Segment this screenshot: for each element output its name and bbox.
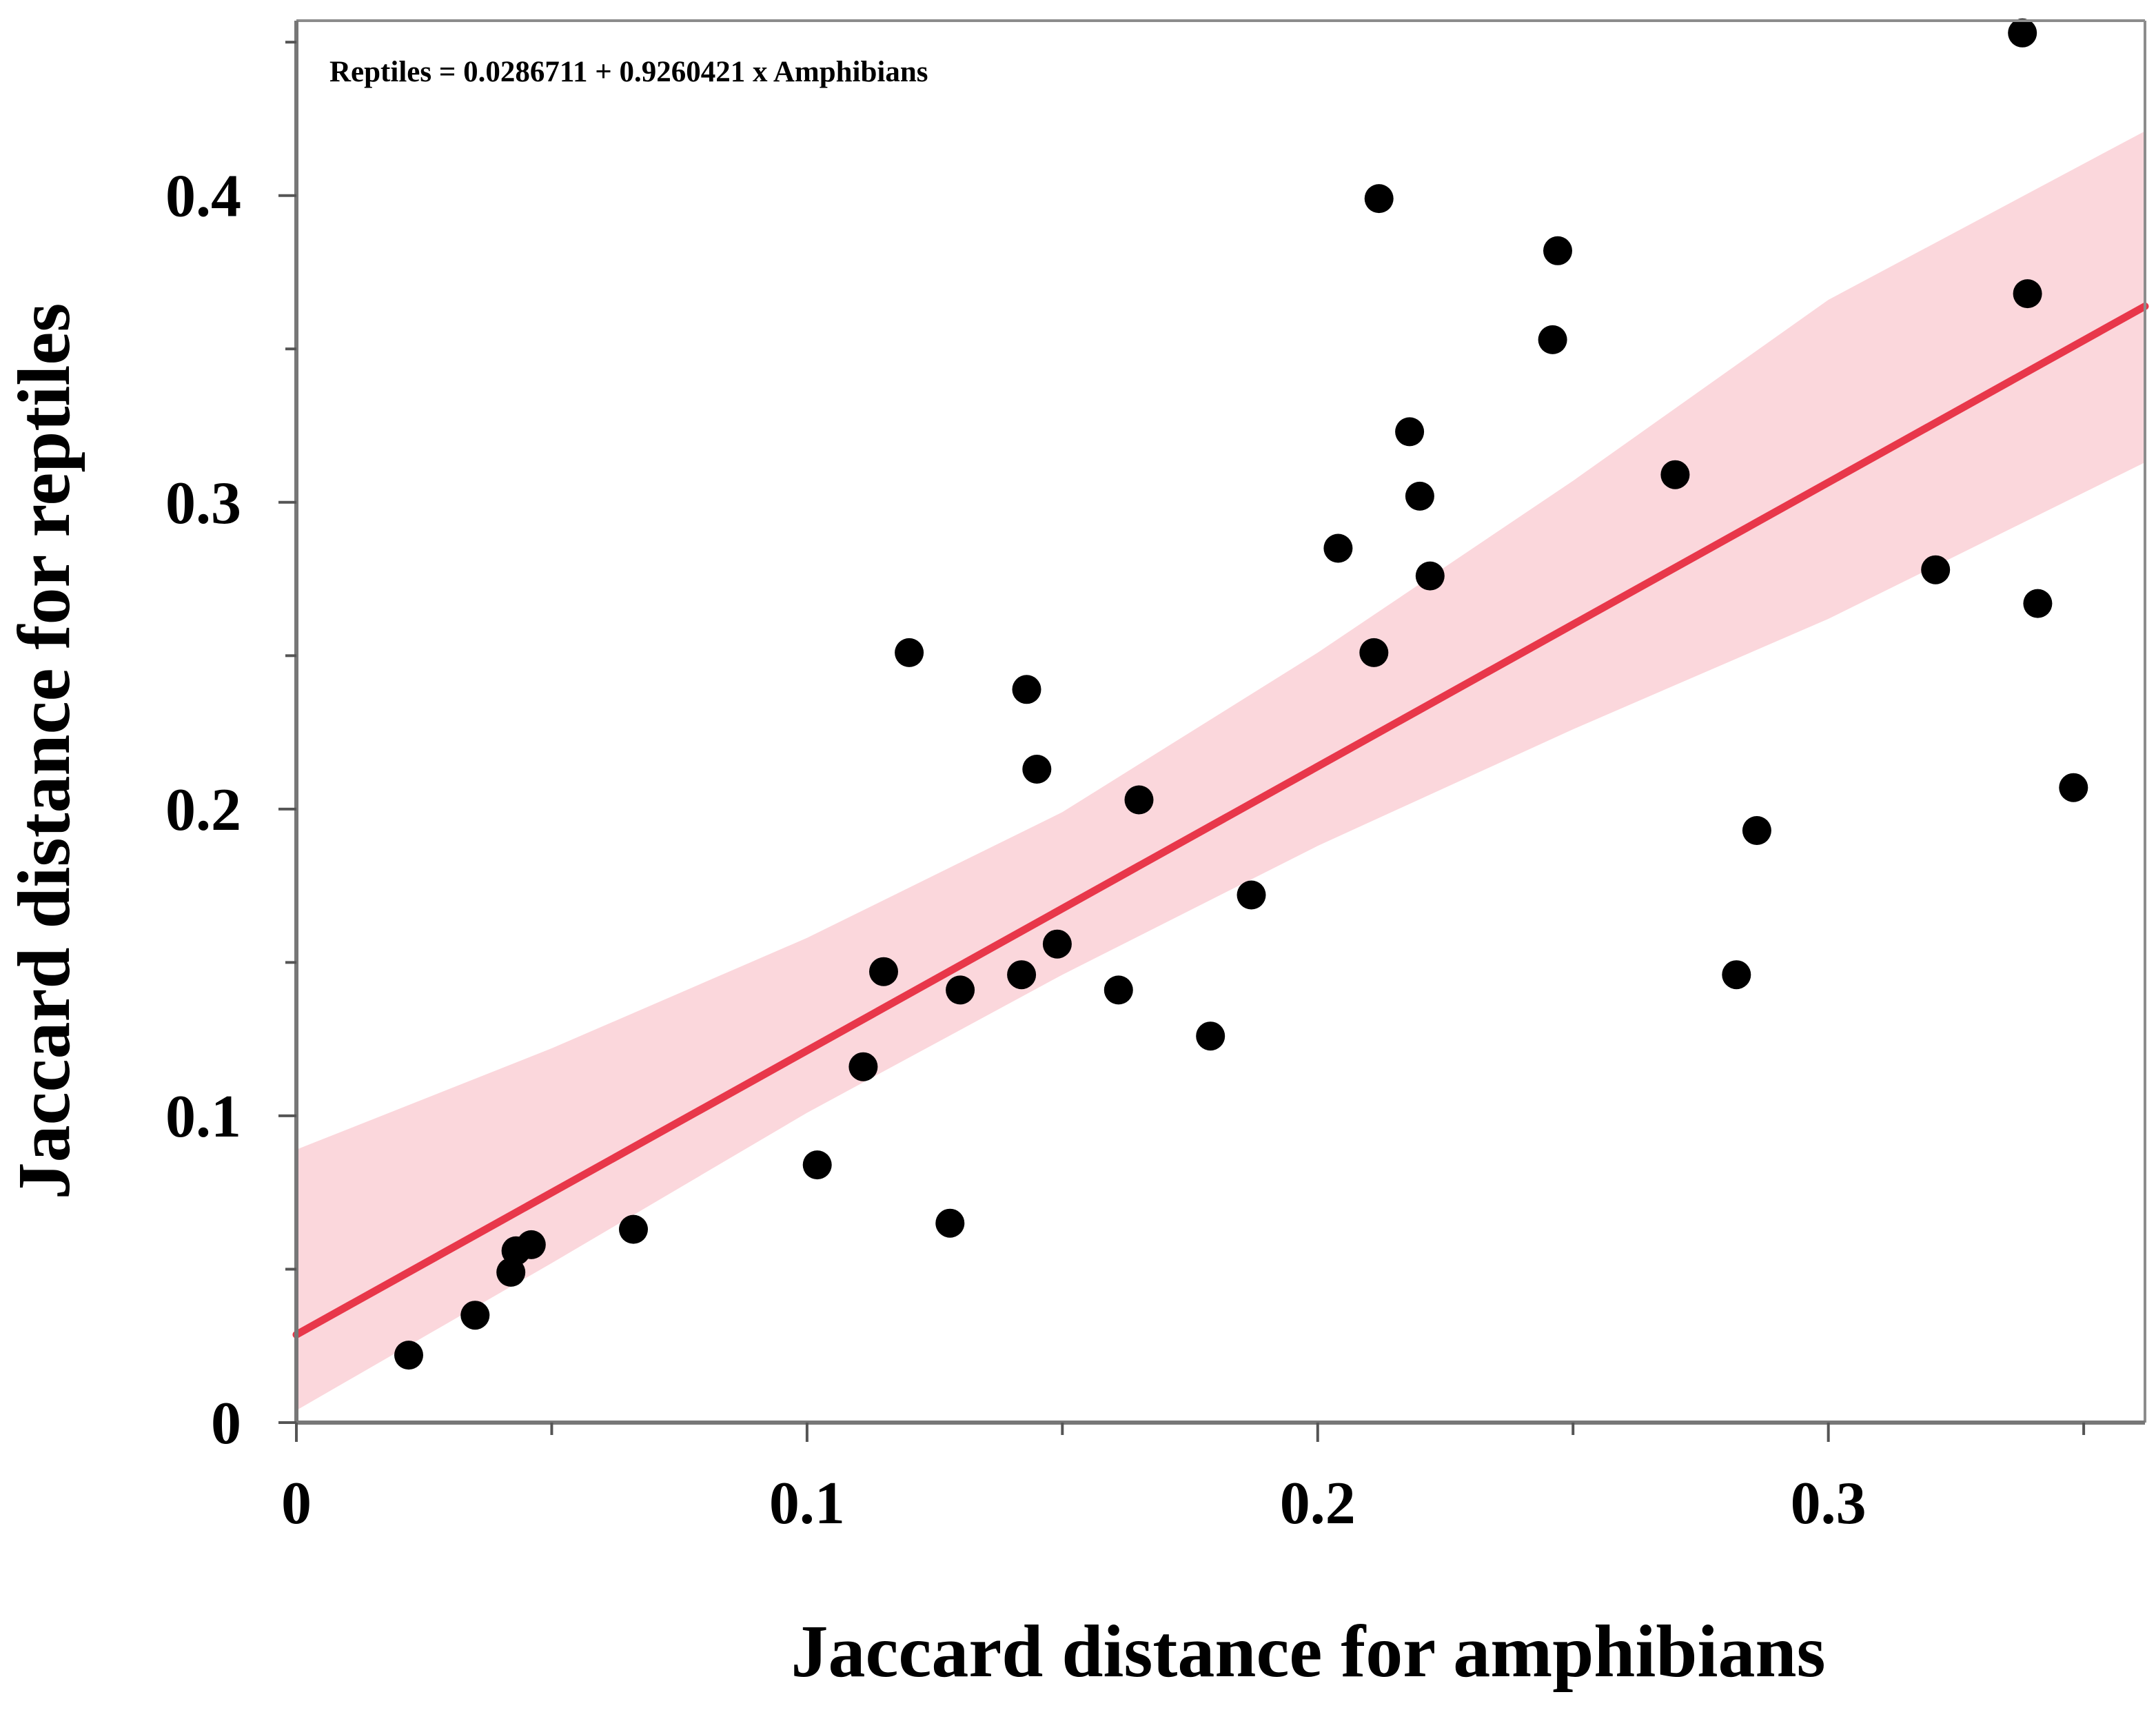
data-point-5 (516, 1230, 546, 1259)
data-point-22 (1359, 638, 1389, 667)
data-point-23 (1364, 184, 1394, 214)
data-point-13 (1007, 960, 1037, 990)
data-point-9 (869, 957, 898, 986)
data-point-28 (1543, 236, 1572, 265)
data-point-24 (1395, 417, 1425, 447)
data-point-20 (1237, 880, 1266, 910)
y-axis-ticks: 0 0.1 0.2 0.3 0.4 (165, 41, 296, 1457)
data-point-16 (1042, 929, 1072, 959)
data-point-2 (460, 1301, 490, 1330)
data-point-27 (1538, 325, 1567, 354)
data-point-25 (1405, 481, 1434, 511)
data-point-8 (848, 1052, 878, 1081)
data-point-35 (2023, 589, 2053, 618)
regression-line-layer (292, 302, 2149, 1339)
data-point-32 (1921, 555, 1951, 584)
x-tick-label: 0.3 (1791, 1470, 1867, 1537)
y-tick-label: 0.3 (165, 470, 241, 537)
y-tick-label: 0.2 (165, 777, 241, 844)
confidence-band-layer (296, 131, 2145, 1411)
x-axis-title: Jaccard distance for amphibians (791, 1611, 1825, 1693)
data-point-6 (619, 1214, 648, 1244)
regression-line (292, 302, 2149, 1339)
data-points (394, 18, 2088, 1370)
data-point-14 (1012, 675, 1041, 704)
data-point-34 (2013, 279, 2042, 309)
data-point-21 (1323, 533, 1353, 563)
data-point-29 (1660, 460, 1690, 489)
y-tick-label: 0.4 (165, 163, 241, 230)
y-tick-label: 0 (211, 1390, 241, 1457)
y-axis-title: Jaccard distance for reptiles (3, 303, 85, 1200)
data-point-10 (895, 638, 924, 667)
x-tick-label: 0 (281, 1470, 312, 1537)
x-tick-label: 0.1 (769, 1470, 845, 1537)
data-point-33 (2008, 18, 2037, 48)
data-point-19 (1196, 1021, 1226, 1051)
data-point-36 (2059, 773, 2088, 802)
x-axis-ticks: 0 0.1 0.2 0.3 (281, 1423, 2086, 1537)
x-tick-label: 0.2 (1280, 1470, 1356, 1537)
data-point-15 (1022, 755, 1052, 784)
data-point-1 (394, 1341, 423, 1370)
plot-frame (294, 19, 2146, 1425)
regression-equation: Reptiles = 0.0286711 + 0.9260421 x Amphi… (329, 56, 928, 88)
data-point-7 (802, 1150, 832, 1180)
data-point-30 (1722, 960, 1751, 990)
data-point-31 (1742, 816, 1771, 845)
confidence-band (296, 131, 2145, 1411)
data-point-12 (946, 975, 975, 1005)
y-tick-label: 0.1 (165, 1083, 241, 1150)
data-point-11 (935, 1208, 965, 1238)
data-point-18 (1124, 785, 1154, 815)
data-point-17 (1104, 975, 1133, 1005)
data-point-26 (1415, 561, 1445, 591)
